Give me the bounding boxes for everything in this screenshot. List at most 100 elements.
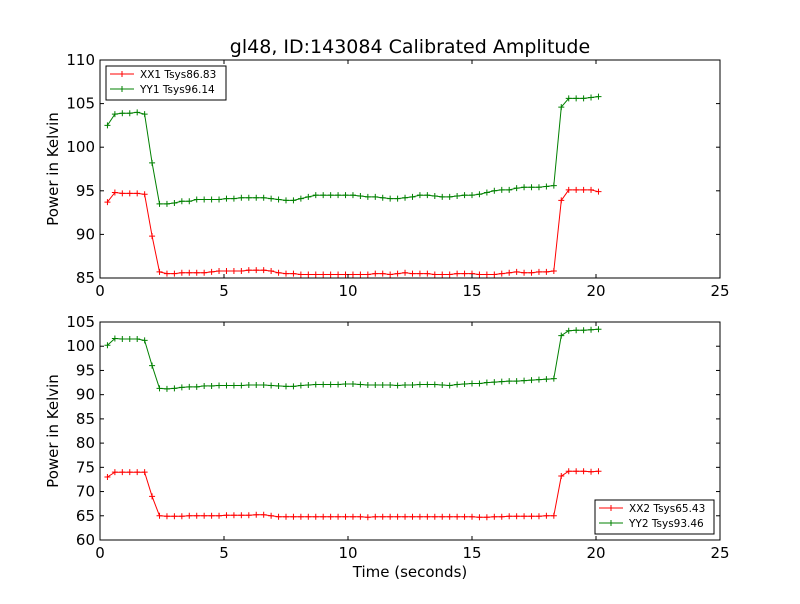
- data-point: [223, 512, 230, 519]
- data-point: [439, 513, 446, 520]
- legend-box: [105, 65, 227, 101]
- data-point: [528, 269, 535, 276]
- data-point: [580, 186, 587, 193]
- data-point: [275, 513, 282, 520]
- data-point: [565, 95, 572, 102]
- data-point: [528, 184, 535, 191]
- data-point: [416, 381, 423, 388]
- data-point: [409, 193, 416, 200]
- legend-entry: YY1 Tsys96.14: [110, 84, 215, 96]
- data-point: [349, 271, 356, 278]
- data-point: [498, 186, 505, 193]
- plot-frame: [99, 321, 721, 541]
- y-tick-label: 85: [76, 410, 95, 428]
- data-point: [134, 109, 141, 116]
- data-point: [208, 196, 215, 203]
- data-point: [431, 381, 438, 388]
- data-point: [357, 513, 364, 520]
- data-point: [558, 104, 565, 111]
- data-point: [149, 493, 156, 500]
- data-point: [521, 269, 528, 276]
- data-point: [312, 513, 319, 520]
- data-point: [483, 189, 490, 196]
- data-point: [550, 512, 557, 519]
- data-point: [372, 270, 379, 277]
- data-point: [409, 513, 416, 520]
- data-point: [357, 271, 364, 278]
- data-point: [238, 382, 245, 389]
- data-point: [126, 110, 133, 117]
- data-point: [409, 381, 416, 388]
- data-point: [119, 335, 126, 342]
- data-point: [372, 193, 379, 200]
- data-point: [149, 233, 156, 240]
- data-point: [513, 513, 520, 520]
- data-point: [126, 335, 133, 342]
- data-point: [163, 513, 170, 520]
- data-point: [550, 182, 557, 189]
- legend-label: XX2 Tsys65.43: [629, 503, 705, 515]
- data-point: [506, 269, 513, 276]
- y-tick-label: 95: [76, 361, 95, 379]
- legend: XX1 Tsys86.83 YY1 Tsys96.14: [105, 65, 227, 101]
- data-point: [141, 337, 148, 344]
- data-point: [163, 385, 170, 392]
- data-point: [134, 190, 141, 197]
- data-point: [535, 376, 542, 383]
- data-point: [290, 270, 297, 277]
- data-point: [156, 200, 163, 207]
- data-point: [595, 468, 602, 475]
- chart-title: gl48, ID:143084 Calibrated Amplitude: [230, 36, 590, 58]
- data-point: [245, 381, 252, 388]
- data-point: [193, 196, 200, 203]
- data-point: [290, 197, 297, 204]
- data-point: [156, 512, 163, 519]
- data-point: [364, 381, 371, 388]
- data-point: [171, 270, 178, 277]
- y-tick-label: 90: [76, 386, 95, 404]
- data-point: [171, 513, 178, 520]
- x-tick-label: 10: [338, 544, 357, 562]
- data-point: [349, 513, 356, 520]
- y-tick-label: 60: [76, 531, 95, 549]
- data-point: [238, 268, 245, 275]
- data-point: [186, 383, 193, 390]
- data-point: [491, 187, 498, 194]
- y-tick-label: 90: [76, 225, 95, 243]
- data-point: [327, 192, 334, 199]
- data-point: [498, 513, 505, 520]
- data-point: [111, 469, 118, 476]
- data-point: [595, 188, 602, 195]
- data-point: [565, 186, 572, 193]
- data-point: [476, 191, 483, 198]
- data-point: [379, 381, 386, 388]
- data-point: [372, 513, 379, 520]
- data-point: [104, 122, 111, 129]
- series-line: [107, 328, 599, 390]
- series-1-2: [104, 93, 602, 207]
- data-point: [216, 268, 223, 275]
- data-point: [201, 512, 208, 519]
- data-point: [513, 378, 520, 385]
- data-point: [193, 383, 200, 390]
- data-point: [245, 194, 252, 201]
- data-point: [238, 512, 245, 519]
- data-point: [260, 381, 267, 388]
- data-point: [521, 377, 528, 384]
- y-tick-label: 105: [66, 313, 95, 331]
- plot-frame: [99, 59, 721, 279]
- data-point: [268, 195, 275, 202]
- data-point: [483, 514, 490, 521]
- x-tick-label: 15: [462, 282, 481, 300]
- data-point: [305, 193, 312, 200]
- data-point: [461, 381, 468, 388]
- data-point: [483, 271, 490, 278]
- data-point: [387, 381, 394, 388]
- data-point: [550, 375, 557, 382]
- series-2-2: [104, 326, 602, 392]
- data-point: [424, 381, 431, 388]
- data-point: [521, 184, 528, 191]
- data-point: [119, 190, 126, 197]
- y-tick-label: 65: [76, 507, 95, 525]
- data-point: [349, 192, 356, 199]
